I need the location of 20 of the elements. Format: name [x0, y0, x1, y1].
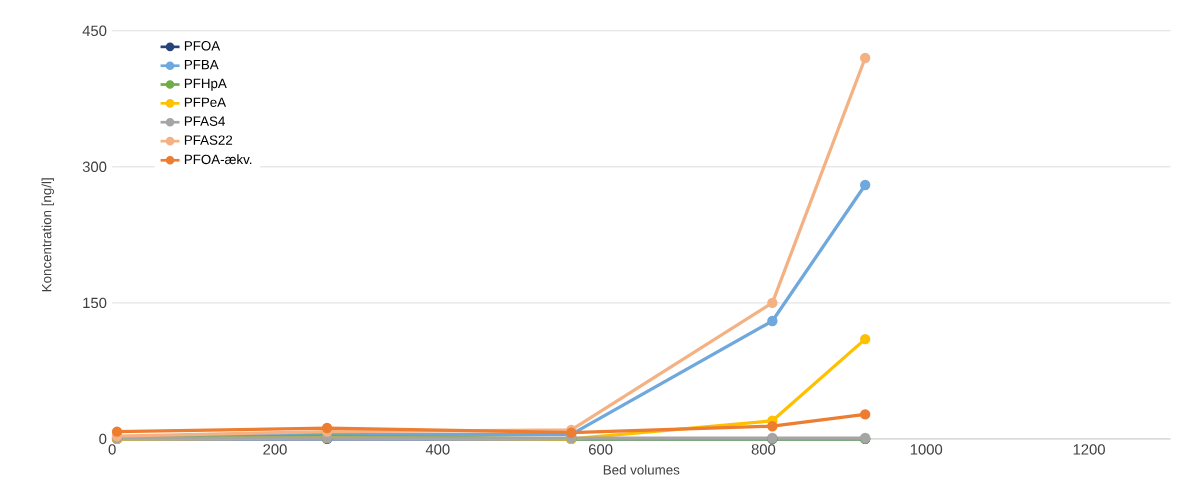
legend-label: PFOA-ækv.: [184, 154, 252, 165]
y-tick-label: 300: [82, 161, 107, 173]
x-tick-label: 200: [263, 444, 287, 455]
y-axis-title: Koncentration [ng/l]: [41, 178, 54, 292]
y-tick-label: 150: [83, 297, 107, 309]
legend-label: PFBA: [184, 60, 219, 70]
x-tick-label: 800: [751, 444, 776, 455]
x-tick-label: 1200: [1073, 444, 1105, 455]
legend-label: PFOA: [184, 41, 221, 51]
legend-label: PFHpA: [184, 78, 227, 91]
y-tick-label: 450: [82, 25, 107, 37]
y-tick-label: 0: [99, 433, 107, 445]
x-tick-label: 0: [108, 444, 116, 455]
x-axis-title: Bed volumes: [603, 464, 680, 475]
x-tick-label: 1000: [910, 444, 943, 455]
x-tick-label: 400: [425, 444, 450, 455]
legend-label: PFAS4: [184, 116, 225, 126]
x-tick-label: 600: [588, 444, 613, 455]
legend-label: PFPeA: [184, 97, 227, 108]
legend-label: PFAS22: [184, 135, 233, 145]
